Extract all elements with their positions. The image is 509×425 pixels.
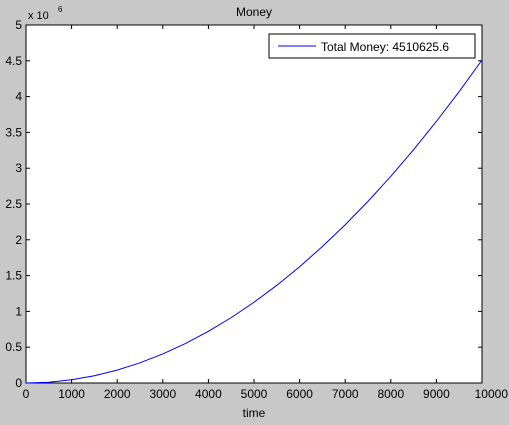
x-axis-ticks: 0 1000 2000 3000 4000 5000 6000 7000 8000 9000 100… [23, 25, 509, 401]
y-axis-ticks: 0 0.5 1 1.5 2 2.5 3 3.5 4 4.5 5 [5, 18, 482, 390]
y-tick-label: 5 [15, 18, 22, 32]
y-tick-label: 1 [15, 304, 22, 318]
x-tick-label: 8000 [377, 387, 404, 401]
y-tick-label: 0.5 [5, 340, 22, 354]
x-tick-label: 6000 [286, 387, 313, 401]
x-tick-label: 10000 [475, 387, 509, 401]
x-tick-label: 2000 [104, 387, 131, 401]
x-tick-label: 0 [23, 387, 30, 401]
y-tick-label: 2 [15, 233, 22, 247]
y-tick-label: 0 [15, 376, 22, 390]
legend: Total Money: 4510625.6 [268, 33, 476, 59]
x-tick-label: 5000 [241, 387, 268, 401]
chart-title: Money [236, 5, 272, 19]
y-tick-label: 1.5 [5, 269, 22, 283]
series-line [25, 59, 483, 384]
y-tick-label: 4 [15, 90, 22, 104]
x-tick-label: 9000 [423, 387, 450, 401]
legend-label: Total Money: 4510625.6 [321, 40, 449, 54]
x-axis-label: time [243, 406, 266, 420]
y-tick-label: 3.5 [5, 125, 22, 139]
y-tick-label: 3 [15, 161, 22, 175]
x-tick-label: 3000 [149, 387, 176, 401]
series-layer [25, 59, 483, 384]
y-exponent-power: 6 [58, 5, 63, 14]
y-exponent-label: x 10 [28, 10, 49, 22]
y-tick-label: 2.5 [5, 197, 22, 211]
x-tick-label: 7000 [332, 387, 359, 401]
x-tick-label: 4000 [195, 387, 222, 401]
x-tick-label: 1000 [58, 387, 85, 401]
legend-box [268, 33, 476, 59]
y-tick-label: 4.5 [5, 54, 22, 68]
plot-area [25, 24, 483, 384]
